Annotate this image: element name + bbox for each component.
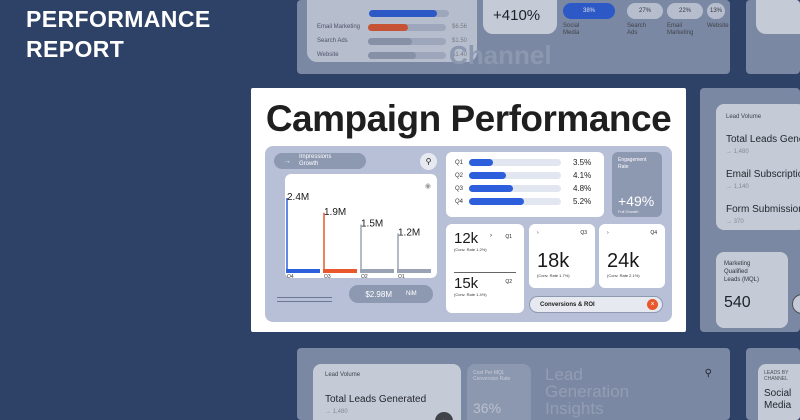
hero-title: PERFORMANCE REPORT: [26, 6, 211, 62]
bar-category-label: Q4: [287, 274, 294, 278]
impressions-bar-chart: 2.4M Q4 1.9M Q3 1.5M Q2 1.2M Q1: [286, 192, 431, 278]
lead-item-value: → 370: [726, 219, 744, 225]
channel-bar-row: Website $1.40: [317, 51, 467, 59]
arrow-right-icon: →: [284, 157, 291, 165]
engagement-label: Engagement Rate: [618, 157, 647, 170]
conversion-q4-card: › Q4 24k (Conv. Rate 2.1%): [599, 224, 665, 288]
right-bottom-preview: LEADS BY CHANNEL Social Media: [746, 348, 800, 420]
growth-value: +410%: [493, 7, 541, 24]
quarter-rate-card: Q1 3.5% Q2 4.1% Q3 4.8% Q4 5.2%: [446, 152, 604, 217]
engagement-rate-card: Engagement Rate +49% Full Growth: [612, 152, 662, 217]
channel-share: 27% Search Ads: [627, 3, 663, 37]
close-icon[interactable]: ×: [647, 299, 658, 310]
lead-volume-preview: Lead Volume Total Leads Generated → 1,48…: [700, 88, 800, 332]
divider: [277, 297, 332, 298]
conversions-card: 12k › Q1 (Conv. Rate 1.2%) 15k Q2 (Conv.…: [446, 224, 524, 313]
campaign-performance-card: Campaign Performance → Impressions Growt…: [251, 88, 686, 332]
chevron-right-icon[interactable]: ›: [537, 230, 539, 236]
conversion-rate-card: Cost Per MQL Conversion Rate 36%: [467, 364, 531, 420]
growth-card: [483, 0, 557, 34]
bar: [360, 269, 394, 273]
lead-item-label: Email Subscriptions: [726, 169, 800, 180]
quarter-bar-fill: [469, 159, 493, 166]
channel-card: LEADS BY CHANNEL Social Media: [758, 364, 800, 420]
kpi-pill: $2.98M NiM: [349, 285, 433, 303]
conversions-roi-tab[interactable]: Conversions & ROI ×: [529, 296, 663, 313]
channel-bar-fill: [369, 9, 437, 17]
bar-value-label: 1.2M: [398, 228, 420, 239]
lead-volume-caption: Lead Volume: [726, 114, 762, 120]
right-top-card: [756, 0, 800, 34]
channel-cost-card: Email Marketing $6.56 Search Ads $1.50 W…: [307, 0, 477, 62]
bar-value-label: 1.5M: [361, 219, 383, 230]
insights-title: Lead Generation Insights: [545, 365, 630, 418]
bar: [286, 269, 320, 273]
divider: [277, 301, 332, 302]
lead-item-label: Form Submissions: [726, 204, 800, 215]
quarter-bar-fill: [469, 198, 524, 205]
lead-volume-card: Lead Volume Total Leads Generated → 1,48…: [716, 104, 800, 230]
lead-item-value: → 1,480: [325, 409, 348, 415]
channel-share: 22% Email Marketing: [667, 3, 703, 37]
mql-next-button[interactable]: [792, 294, 800, 314]
channel-bar-fill: [367, 51, 416, 59]
page-title: Campaign Performance: [265, 98, 672, 139]
lead-item-label: Total Leads Generated: [325, 394, 427, 405]
search-icon[interactable]: ⚲: [704, 368, 712, 379]
quarter-row: Q2 4.1%: [455, 171, 592, 180]
conversion-item: 15k Q2 (Conv. Rate 1.4%): [454, 275, 512, 297]
lead-item-value: → 1,480: [726, 149, 749, 155]
bar-value-label: 1.9M: [324, 207, 346, 218]
lead-item-label: Total Leads Generated: [726, 134, 800, 145]
channel-bar-fill: [367, 37, 412, 45]
chevron-right-icon[interactable]: ›: [490, 233, 492, 239]
bottom-preview-panel: Lead Volume Total Leads Generated → 1,48…: [297, 348, 730, 420]
engagement-value: +49%: [618, 193, 655, 209]
top-preview-panel: Email Marketing $6.56 Search Ads $1.50 W…: [297, 0, 730, 74]
mql-label: Marketing Qualified Leads (MQL): [724, 261, 760, 283]
bar: [323, 269, 357, 273]
chevron-right-icon[interactable]: ›: [607, 230, 609, 236]
dashboard-panel: → Impressions Growth ⚲ ◉ 2.4M Q4 1.9M Q3 1.5…: [265, 146, 672, 322]
lead-item-value: → 1,140: [726, 184, 749, 190]
channel-share-list: 38% Social Media 27% Search Ads 22% Emai…: [563, 3, 730, 37]
bar-value-label: 2.4M: [287, 192, 309, 203]
channel-bar-row: Search Ads $1.50: [317, 37, 467, 45]
bar: [397, 269, 431, 273]
channel-bar-row: [317, 6, 467, 20]
quarter-row: Q1 3.5%: [455, 158, 592, 167]
channel-bar-row: Email Marketing $6.56: [317, 23, 467, 31]
quarter-row: Q4 5.2%: [455, 197, 592, 206]
bar-category-label: Q3: [324, 274, 331, 278]
eye-icon[interactable]: ◉: [424, 183, 431, 190]
mql-value: 540: [724, 294, 751, 311]
impressions-chart: ◉ 2.4M Q4 1.9M Q3 1.5M Q2 1.2M Q1: [285, 174, 437, 278]
quarter-bar-fill: [469, 172, 506, 179]
mql-card: Marketing Qualified Leads (MQL) 540: [716, 252, 788, 328]
conversion-q3-card: › Q3 18k (Conv. Rate 1.7%): [529, 224, 595, 288]
impressions-growth-tab[interactable]: → Impressions Growth: [274, 153, 366, 169]
conversion-item: 12k › Q1 (Conv. Rate 1.2%): [454, 230, 512, 252]
channel-share: 38% Social Media: [563, 3, 621, 37]
quarter-row: Q3 4.8%: [455, 184, 592, 193]
search-icon[interactable]: ⚲: [420, 153, 437, 170]
lead-volume-card: Lead Volume Total Leads Generated → 1,48…: [313, 364, 461, 420]
divider: [454, 272, 516, 273]
channel-share: 13% Website: [707, 3, 730, 37]
bar-category-label: Q2: [361, 274, 368, 278]
right-top-preview: [746, 0, 800, 74]
faint-heading: Channel: [449, 40, 552, 70]
channel-bar-fill: [367, 23, 408, 31]
bar-category-label: Q1: [398, 274, 405, 278]
quarter-bar-fill: [469, 185, 513, 192]
chevron-right-icon[interactable]: ›: [435, 412, 453, 420]
